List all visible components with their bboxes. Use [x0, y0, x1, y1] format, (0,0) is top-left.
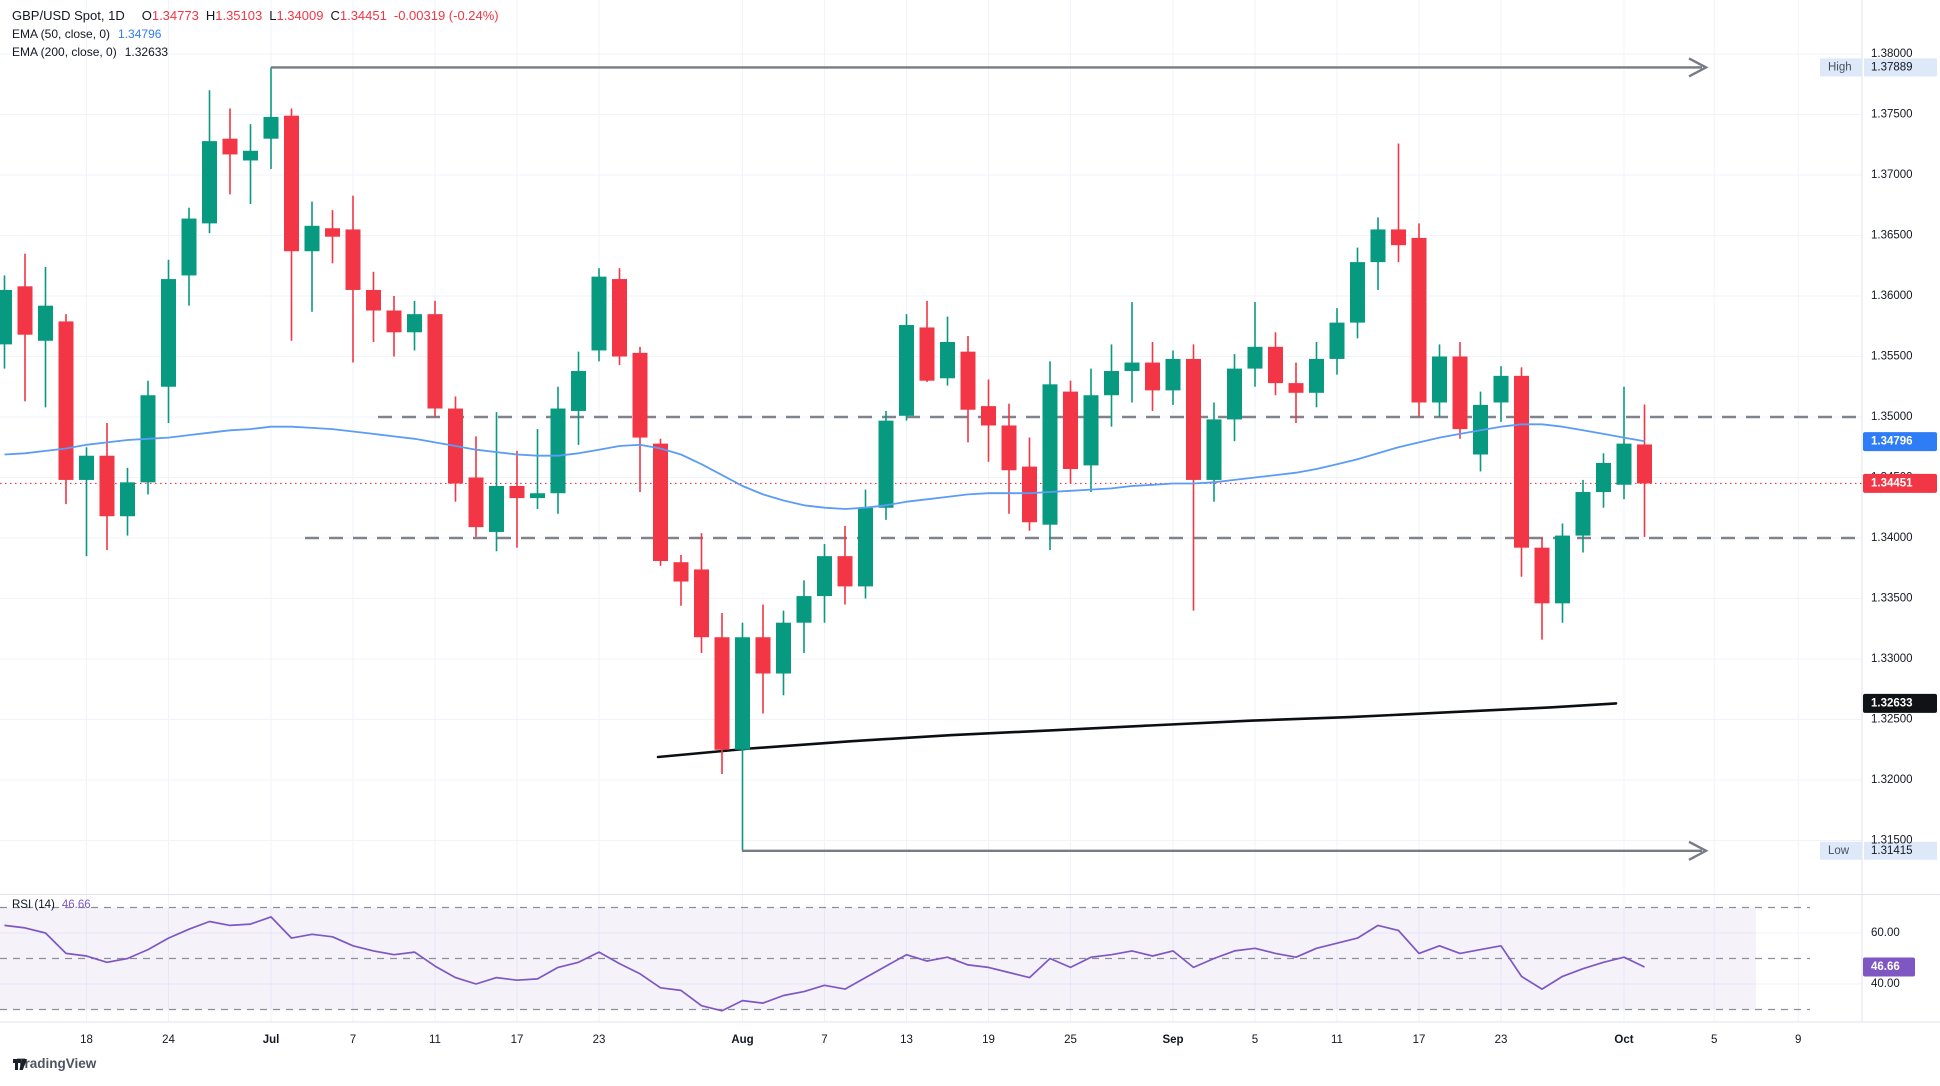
- ohlc-value: 1.34009: [276, 8, 324, 23]
- svg-text:1.35500: 1.35500: [1871, 351, 1913, 363]
- tradingview-watermark[interactable]: TradingView: [12, 1056, 96, 1071]
- chart-legend: GBP/USD Spot, 1D O1.34773 H1.35103 L1.34009…: [12, 6, 499, 61]
- pane-separators: [0, 0, 1940, 1023]
- ema50-value: 1.34796: [118, 27, 162, 41]
- svg-text:High: High: [1828, 61, 1852, 73]
- svg-text:19: 19: [982, 1034, 995, 1046]
- svg-text:1.34451: 1.34451: [1871, 477, 1913, 489]
- ohlc-value: 1.34451: [339, 8, 387, 23]
- svg-text:1.31500: 1.31500: [1871, 835, 1913, 847]
- svg-text:23: 23: [1495, 1034, 1508, 1046]
- svg-text:1.36500: 1.36500: [1871, 230, 1913, 242]
- svg-text:11: 11: [1331, 1034, 1343, 1046]
- svg-text:1.32500: 1.32500: [1871, 714, 1913, 726]
- price-axis-badges: 1.34796 1.34451 1.32633 46.66: [1863, 432, 1937, 977]
- rsi-pane: [0, 906, 1810, 1012]
- rsi-label: RSI (14): [12, 899, 55, 911]
- svg-text:60.00: 60.00: [1871, 927, 1900, 939]
- grid-lines: [0, 0, 1862, 1022]
- svg-text:18: 18: [80, 1034, 93, 1046]
- svg-text:1.34000: 1.34000: [1871, 532, 1913, 544]
- ohlc-letter: C: [330, 8, 340, 23]
- svg-text:9: 9: [1795, 1034, 1801, 1046]
- svg-text:5: 5: [1711, 1034, 1717, 1046]
- svg-text:1.31415: 1.31415: [1871, 845, 1913, 857]
- svg-text:13: 13: [900, 1034, 913, 1046]
- svg-text:17: 17: [1413, 1034, 1426, 1046]
- ohlc-letter: O: [141, 8, 152, 23]
- svg-text:46.66: 46.66: [1871, 961, 1900, 973]
- svg-text:Low: Low: [1828, 845, 1850, 857]
- symbol-title[interactable]: GBP/USD Spot, 1D: [12, 8, 125, 23]
- svg-text:7: 7: [350, 1034, 356, 1046]
- legend-symbol-row[interactable]: GBP/USD Spot, 1D O1.34773 H1.35103 L1.34009…: [12, 6, 499, 25]
- svg-text:1.32633: 1.32633: [1871, 697, 1913, 709]
- svg-text:Jul: Jul: [263, 1034, 280, 1046]
- ohlc-values: O1.34773 H1.35103 L1.34009 C1.34451: [135, 8, 387, 23]
- ema200-line[interactable]: [656, 702, 1618, 759]
- ema200-label: EMA (200, close, 0): [12, 45, 117, 59]
- svg-text:5: 5: [1252, 1034, 1258, 1046]
- svg-text:7: 7: [821, 1034, 827, 1046]
- legend-ema200-row[interactable]: EMA (200, close, 0) 1.32633: [12, 43, 499, 61]
- svg-text:1.38000: 1.38000: [1871, 48, 1913, 60]
- svg-text:1.37500: 1.37500: [1871, 109, 1913, 121]
- svg-text:Sep: Sep: [1162, 1034, 1183, 1046]
- svg-text:25: 25: [1064, 1034, 1077, 1046]
- time-axis[interactable]: 18 24 Jul 7 11 17 23 Aug 7 13 19 25 Sep 5 11 17 23 Oct 5 9: [80, 1034, 1801, 1046]
- svg-text:1.33000: 1.33000: [1871, 653, 1913, 665]
- low-arrow-annotation[interactable]: Low 1.31415: [742, 840, 1937, 861]
- ema200-value: 1.32633: [124, 45, 169, 59]
- svg-text:17: 17: [511, 1034, 524, 1046]
- ema50-line[interactable]: [4, 423, 1645, 510]
- svg-text:Aug: Aug: [731, 1034, 753, 1046]
- high-arrow-annotation[interactable]: High 1.37889: [271, 57, 1937, 78]
- svg-text:1.37000: 1.37000: [1871, 169, 1913, 181]
- svg-text:24: 24: [162, 1034, 175, 1046]
- watermark-text: TradingView: [17, 1056, 97, 1071]
- ohlc-value: 1.34773: [151, 8, 199, 23]
- ohlc-value: 1.35103: [215, 8, 263, 23]
- ohlc-letter: H: [205, 8, 216, 23]
- ema50-label: EMA (50, close, 0): [12, 27, 111, 41]
- svg-text:1.37889: 1.37889: [1871, 61, 1913, 73]
- svg-text:1.34796: 1.34796: [1871, 436, 1913, 448]
- rsi-legend-row[interactable]: RSI (14) 46.66: [12, 899, 91, 911]
- rsi-value: 46.66: [61, 899, 91, 911]
- change-value: -0.00319 (-0.24%): [393, 8, 499, 23]
- svg-text:23: 23: [593, 1034, 606, 1046]
- svg-text:1.32000: 1.32000: [1871, 774, 1913, 786]
- svg-text:1.35000: 1.35000: [1871, 411, 1913, 423]
- svg-text:1.36000: 1.36000: [1871, 290, 1913, 302]
- candlesticks[interactable]: [0, 67, 1652, 851]
- legend-ema50-row[interactable]: EMA (50, close, 0) 1.34796: [12, 25, 499, 43]
- rsi-line[interactable]: [4, 916, 1645, 1012]
- svg-text:1.33500: 1.33500: [1871, 593, 1913, 605]
- svg-text:Oct: Oct: [1614, 1034, 1633, 1046]
- svg-text:11: 11: [429, 1034, 441, 1046]
- svg-text:40.00: 40.00: [1871, 978, 1900, 990]
- price-pane: [0, 67, 1862, 851]
- ohlc-letter: L: [269, 8, 277, 23]
